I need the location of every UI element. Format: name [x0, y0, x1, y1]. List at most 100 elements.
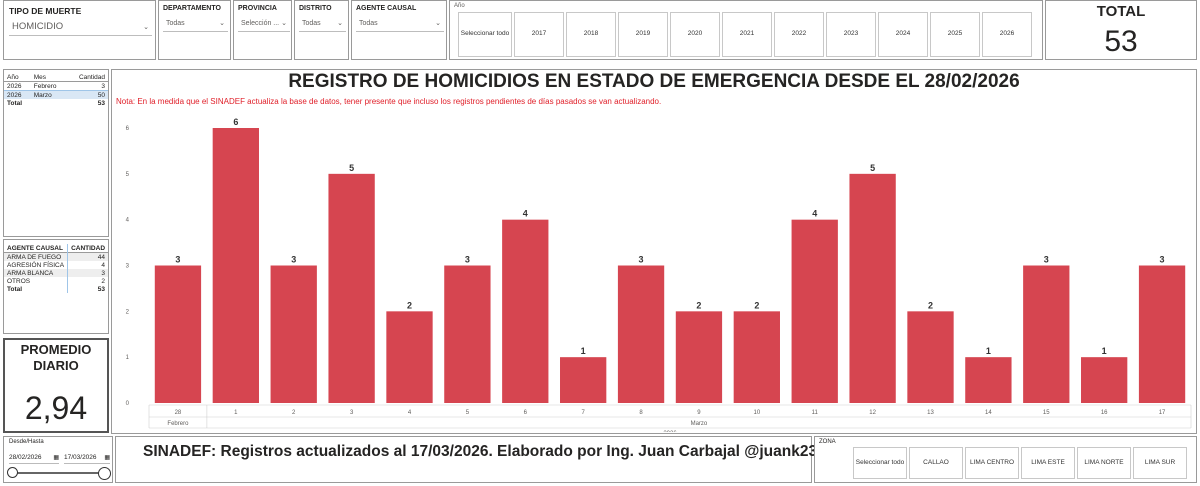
table-cell: OTROS: [7, 277, 31, 285]
chart-bar[interactable]: [212, 128, 259, 403]
date-to-input[interactable]: 17/03/2026 ▦: [64, 452, 110, 464]
x-tick-label: 13: [927, 410, 934, 416]
chart-bar[interactable]: [328, 173, 375, 403]
year-tile[interactable]: 2022: [774, 12, 824, 57]
promedio-label: PROMEDIO: [20, 342, 92, 357]
chart-bar[interactable]: [270, 265, 317, 404]
chart-bar[interactable]: [386, 311, 433, 403]
agent-table: AGENTE CAUSAL CANTIDAD ARMA DE FUEGO 44 …: [4, 244, 109, 293]
year-axis-label: 2026: [663, 431, 677, 432]
year-tile[interactable]: 2017: [514, 12, 564, 57]
departamento-dropdown[interactable]: Todas ⌄: [163, 15, 228, 32]
chevron-down-icon: ⌄: [219, 20, 225, 27]
year-tile[interactable]: 2023: [826, 12, 876, 57]
zona-tile[interactable]: LIMA CENTRO: [965, 447, 1019, 479]
calendar-icon[interactable]: ▦: [104, 455, 110, 461]
agente-causal-dropdown[interactable]: Todas ⌄: [356, 15, 444, 32]
zona-tile[interactable]: LIMA SUR: [1133, 447, 1187, 479]
chart-bar[interactable]: [849, 173, 896, 403]
date-from-input[interactable]: 28/02/2026 ▦: [9, 452, 59, 464]
chevron-down-icon: ⌄: [337, 20, 343, 27]
y-tick-label: 1: [126, 355, 130, 361]
data-label: 1: [581, 346, 586, 356]
chart-bar[interactable]: [907, 311, 954, 403]
date-slider-track[interactable]: [12, 472, 104, 474]
year-tile[interactable]: 2021: [722, 12, 772, 57]
year-tile[interactable]: 2024: [878, 12, 928, 57]
table-row[interactable]: AGRESIÓN FÍSICA 4: [4, 261, 109, 269]
year-tile[interactable]: 2018: [566, 12, 616, 57]
data-label: 3: [175, 255, 180, 265]
date-slider-handle-end[interactable]: [98, 467, 111, 480]
table-cell: Marzo: [33, 91, 52, 99]
table-row[interactable]: ARMA BLANCA 3: [4, 269, 109, 277]
calendar-icon[interactable]: ▦: [53, 455, 59, 461]
provincia-dropdown[interactable]: Selección ... ⌄: [238, 15, 290, 32]
chart-bar[interactable]: [965, 357, 1012, 403]
total-card: TOTAL 53: [1045, 0, 1197, 60]
x-tick-label: 16: [1101, 410, 1108, 416]
year-tile[interactable]: 2019: [618, 12, 668, 57]
table-row[interactable]: ARMA DE FUEGO 44: [4, 252, 109, 261]
table-cell: 53: [67, 285, 109, 293]
year-tile[interactable]: 2025: [930, 12, 980, 57]
distrito-dropdown[interactable]: Todas ⌄: [299, 15, 346, 32]
slicer-label: TIPO DE MUERTE: [9, 6, 82, 16]
chart-bar[interactable]: [1081, 357, 1128, 403]
zona-tile[interactable]: LIMA NORTE: [1077, 447, 1131, 479]
date-range-label: Desde/Hasta: [9, 439, 44, 445]
dropdown-value: Todas: [359, 19, 378, 27]
chart-bar[interactable]: [560, 357, 607, 403]
y-tick-label: 2: [126, 309, 130, 315]
table-row[interactable]: 2026 Febrero 3: [4, 82, 108, 91]
table-row[interactable]: OTROS 2: [4, 277, 109, 285]
month-axis-label: Febrero: [167, 421, 189, 427]
slicer-anio: Año Seleccionar todo 2017 2018 2019 2020 2021…: [449, 0, 1043, 60]
table-cell: 2: [67, 277, 109, 285]
chart-bar[interactable]: [502, 219, 549, 403]
date-to-value: 17/03/2026: [64, 454, 97, 461]
table-cell: 4: [67, 261, 109, 269]
tipo-muerte-dropdown[interactable]: HOMICIDIO ⌄: [9, 18, 152, 36]
x-tick-label: 7: [581, 410, 585, 416]
table-cell: ARMA BLANCA: [7, 269, 54, 277]
date-slider-handle-start[interactable]: [7, 467, 18, 478]
x-tick-label: 11: [812, 410, 819, 416]
chart-bar[interactable]: [675, 311, 723, 403]
select-all-tile[interactable]: Seleccionar todo: [853, 447, 907, 479]
column-header[interactable]: CANTIDAD: [67, 244, 109, 253]
month-table: Año Mes Cantidad 2026 Febrero 3 2026 Mar…: [4, 73, 108, 107]
chart-bar[interactable]: [617, 265, 665, 404]
dropdown-value: HOMICIDIO: [12, 21, 64, 32]
column-header[interactable]: Mes: [33, 73, 47, 81]
chart-bar[interactable]: [733, 311, 780, 403]
y-tick-label: 0: [126, 401, 130, 407]
chart-bar[interactable]: [154, 265, 202, 404]
select-all-tile[interactable]: Seleccionar todo: [458, 12, 512, 57]
table-cell: ARMA DE FUEGO: [7, 253, 62, 261]
date-range-slicer: Desde/Hasta 28/02/2026 ▦ 17/03/2026 ▦: [3, 436, 113, 483]
chart-bar[interactable]: [1138, 265, 1186, 404]
column-header[interactable]: AGENTE CAUSAL: [7, 244, 63, 252]
dropdown-value: Selección ...: [241, 19, 280, 27]
column-header[interactable]: Cantidad: [78, 73, 105, 81]
y-tick-label: 5: [126, 172, 130, 178]
table-row[interactable]: 2026 Marzo 50: [4, 90, 108, 99]
data-label: 3: [291, 255, 296, 265]
chart-bar[interactable]: [444, 265, 491, 404]
promedio-card: PROMEDIO DIARIO 2,94: [3, 338, 109, 433]
dropdown-value: Todas: [166, 19, 185, 27]
column-header[interactable]: Año: [7, 73, 19, 81]
chart-bar[interactable]: [791, 219, 838, 403]
zona-tile[interactable]: LIMA ESTE: [1021, 447, 1075, 479]
year-tile[interactable]: 2020: [670, 12, 720, 57]
data-label: 3: [1160, 255, 1165, 265]
chart-bar[interactable]: [1023, 265, 1070, 404]
year-tile[interactable]: 2026: [982, 12, 1032, 57]
total-label: TOTAL: [1096, 3, 1146, 20]
zona-tile[interactable]: CALLAO: [909, 447, 963, 479]
x-tick-label: 4: [408, 410, 412, 416]
month-table-panel: Año Mes Cantidad 2026 Febrero 3 2026 Mar…: [3, 69, 109, 237]
slicer-tipo-muerte: TIPO DE MUERTE HOMICIDIO ⌄: [3, 0, 156, 60]
x-tick-label: 17: [1159, 410, 1166, 416]
